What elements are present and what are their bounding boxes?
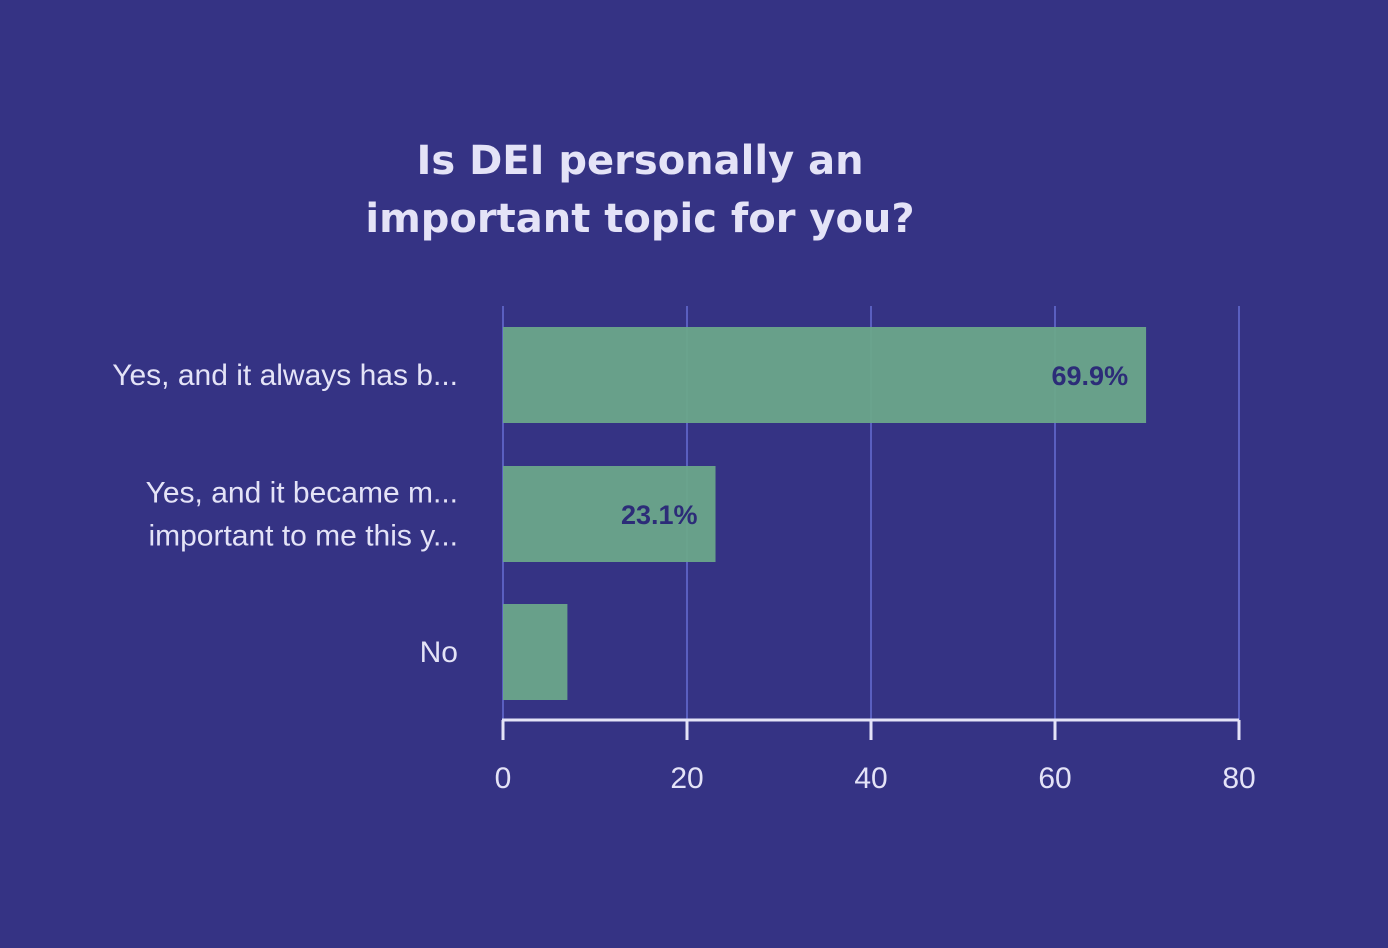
bar bbox=[503, 604, 568, 700]
category-labels: Yes, and it always has b... Yes, and it b… bbox=[112, 359, 458, 669]
x-tick-label: 80 bbox=[1222, 762, 1255, 795]
chart-title-line: Is DEI personally an bbox=[416, 138, 863, 184]
data-label: 23.1% bbox=[621, 500, 698, 530]
data-label: 69.9% bbox=[1052, 361, 1129, 391]
data-labels: 69.9% 23.1% bbox=[621, 361, 1128, 530]
bar bbox=[503, 327, 1147, 423]
category-label: Yes, and it became m... bbox=[146, 477, 458, 510]
x-tick-label: 20 bbox=[670, 762, 703, 795]
category-label: Yes, and it always has b... bbox=[112, 359, 458, 392]
bars bbox=[503, 327, 1147, 700]
x-axis: 0 20 40 60 80 bbox=[495, 718, 1256, 795]
x-tick-label: 0 bbox=[495, 762, 512, 795]
category-label: No bbox=[420, 636, 458, 669]
category-label: important to me this y... bbox=[148, 520, 458, 553]
x-tick-label: 40 bbox=[854, 762, 887, 795]
chart-title: Is DEI personally an important topic for … bbox=[365, 138, 914, 242]
x-tick-label: 60 bbox=[1038, 762, 1071, 795]
bar bbox=[503, 466, 716, 562]
chart-title-line: important topic for you? bbox=[365, 196, 914, 242]
